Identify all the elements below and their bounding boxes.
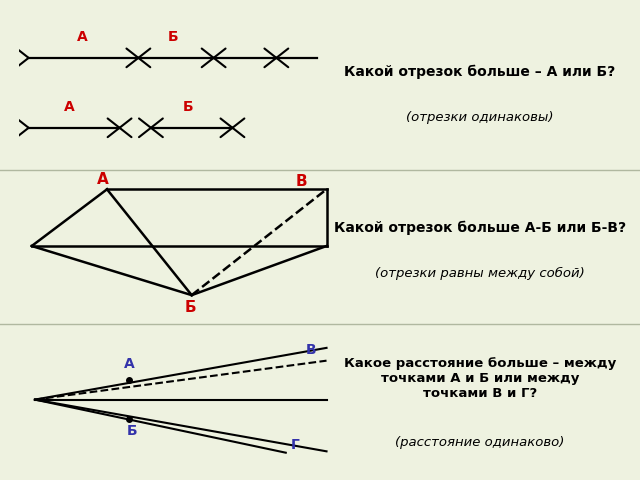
- Text: (отрезки равны между собой): (отрезки равны между собой): [375, 267, 585, 280]
- Text: Б: Б: [184, 300, 196, 315]
- Text: (расстояние одинаково): (расстояние одинаково): [396, 435, 564, 449]
- Text: (отрезки одинаковы): (отрезки одинаковы): [406, 111, 554, 124]
- Text: Б: Б: [183, 100, 194, 114]
- Text: Г: Г: [291, 438, 300, 452]
- Text: А: А: [124, 357, 134, 371]
- Text: А: А: [77, 30, 87, 44]
- Text: Какой отрезок больше А-Б или Б-В?: Какой отрезок больше А-Б или Б-В?: [334, 221, 626, 235]
- Text: А: А: [64, 100, 75, 114]
- Text: Б: Б: [127, 424, 138, 438]
- Text: Какой отрезок больше – А или Б?: Какой отрезок больше – А или Б?: [344, 65, 616, 79]
- Text: Б: Б: [168, 30, 178, 44]
- Text: В: В: [305, 343, 316, 357]
- Text: Какое расстояние больше – между
точками А и Б или между
точками В и Г?: Какое расстояние больше – между точками …: [344, 357, 616, 400]
- Text: А: А: [97, 172, 108, 187]
- Text: В: В: [296, 173, 307, 189]
